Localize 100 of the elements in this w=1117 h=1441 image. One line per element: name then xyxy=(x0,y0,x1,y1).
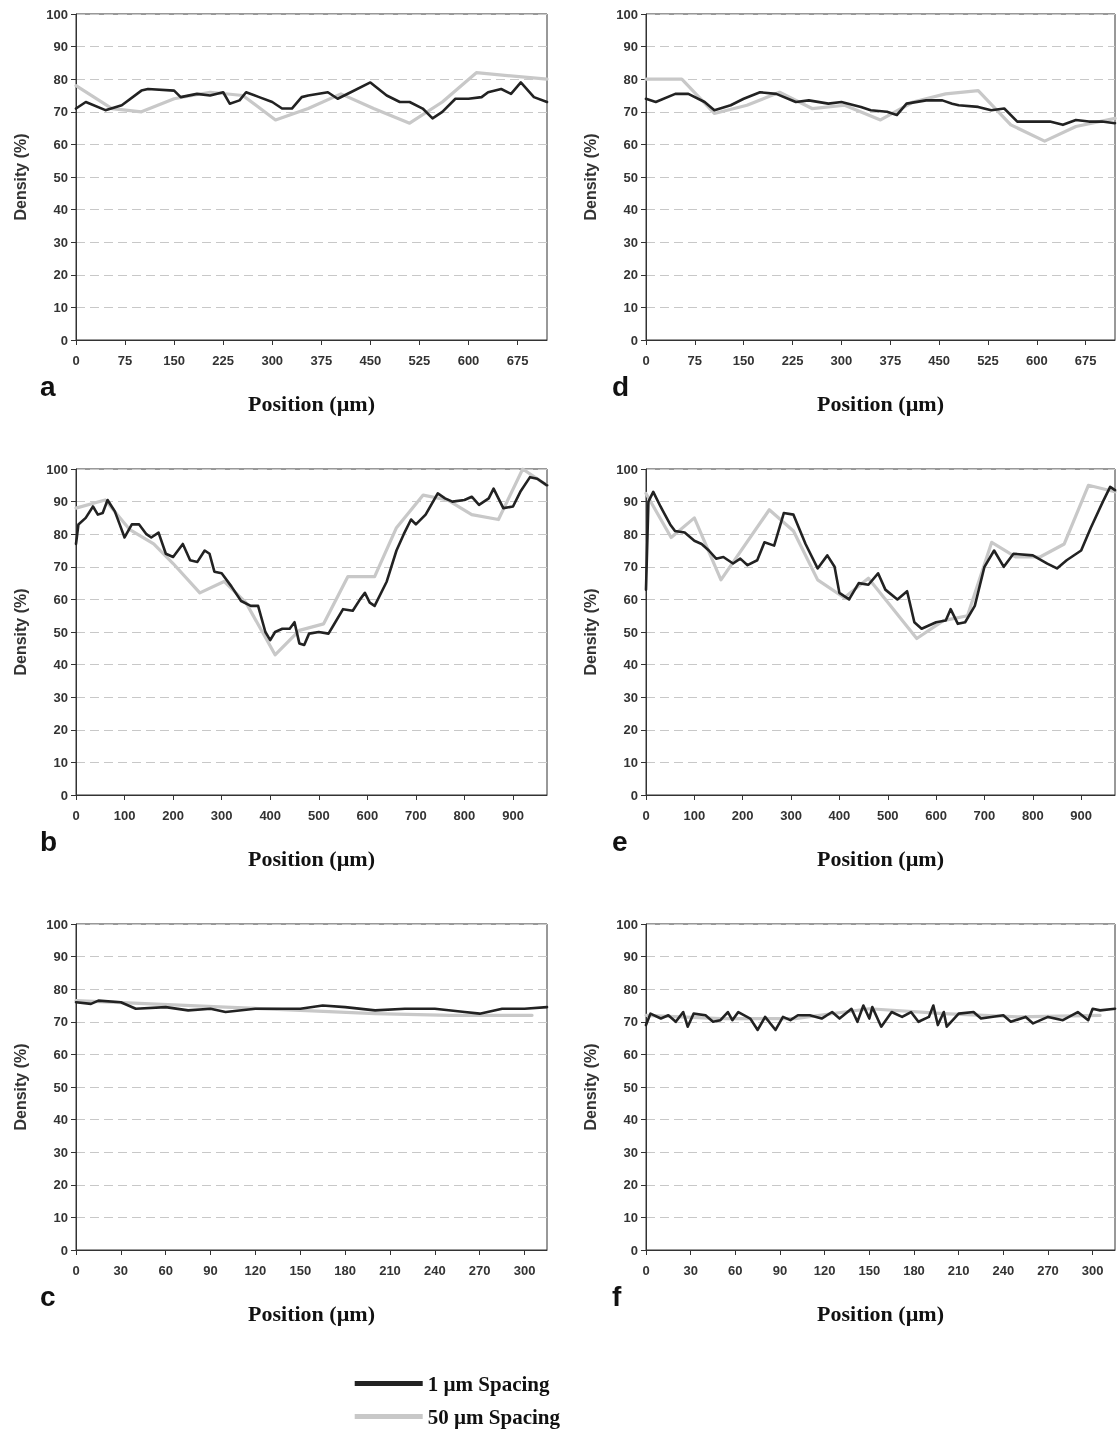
y-tick-label: 0 xyxy=(630,787,638,803)
y-tick-label: 50 xyxy=(623,169,638,185)
x-tick-label: 375 xyxy=(879,353,902,368)
y-tick-label: 60 xyxy=(53,591,68,607)
y-tick-label: 100 xyxy=(616,916,638,932)
x-tick-label: 500 xyxy=(876,808,899,823)
line-series xyxy=(74,81,549,120)
y-tick-label: 0 xyxy=(60,787,68,803)
x-tick-label: 30 xyxy=(113,1263,129,1278)
x-tick-label: 900 xyxy=(502,808,524,823)
y-axis-title: Density (%) xyxy=(11,588,29,676)
y-axis-title: Density (%) xyxy=(11,1043,29,1131)
y-tick-label: 40 xyxy=(53,1112,68,1128)
x-tick-label: 200 xyxy=(731,808,754,823)
y-tick-label: 100 xyxy=(46,461,68,477)
y-tick-label: 10 xyxy=(53,299,68,315)
y-tick-label: 80 xyxy=(53,71,68,87)
y-tick-label: 90 xyxy=(623,949,638,965)
x-tick-label: 240 xyxy=(992,1263,1015,1278)
x-tick-label: 0 xyxy=(72,353,80,368)
y-tick-label: 10 xyxy=(53,1209,68,1225)
x-tick-label: 0 xyxy=(72,808,80,823)
x-tick-label: 100 xyxy=(113,808,136,823)
x-tick-label: 500 xyxy=(307,808,330,823)
line-series xyxy=(644,1004,1117,1032)
x-tick-label: 675 xyxy=(1074,353,1097,368)
y-tick-label: 10 xyxy=(623,1209,638,1225)
y-axis-title: Density (%) xyxy=(11,133,29,221)
x-axis-title: Position (µm) xyxy=(817,1300,944,1326)
y-tick-label: 0 xyxy=(60,1242,68,1258)
y-tick-label: 70 xyxy=(623,104,638,120)
x-tick-label: 30 xyxy=(683,1263,698,1278)
y-tick-label: 80 xyxy=(623,71,638,87)
text: e xyxy=(612,825,628,857)
x-tick-label: 90 xyxy=(772,1263,788,1278)
x-tick-label: 0 xyxy=(642,353,650,368)
y-tick-label: 30 xyxy=(53,689,68,705)
x-axis-title: Position (µm) xyxy=(817,845,944,871)
x-tick-label: 400 xyxy=(259,808,282,823)
y-tick-label: 90 xyxy=(53,949,68,965)
x-tick-label: 210 xyxy=(379,1263,401,1278)
y-tick-label: 80 xyxy=(623,526,638,542)
y-tick-label: 40 xyxy=(623,657,638,673)
x-axis-title: Position (µm) xyxy=(248,1300,375,1326)
x-tick-label: 375 xyxy=(310,353,333,368)
y-tick-label: 70 xyxy=(53,559,68,575)
x-tick-label: 700 xyxy=(405,808,427,823)
y-tick-label: 60 xyxy=(623,591,638,607)
y-tick-label: 80 xyxy=(623,981,638,997)
x-tick-label: 300 xyxy=(830,353,853,368)
x-tick-label: 0 xyxy=(642,808,650,823)
y-tick-label: 30 xyxy=(623,1144,638,1160)
y-tick-label: 30 xyxy=(623,689,638,705)
y-tick-label: 90 xyxy=(53,494,68,510)
y-tick-label: 100 xyxy=(46,916,68,932)
x-tick-label: 450 xyxy=(928,353,950,368)
x-tick-label: 270 xyxy=(468,1263,491,1278)
y-axis-title: Density (%) xyxy=(581,588,599,676)
x-tick-label: 300 xyxy=(780,808,802,823)
x-axis-title: Position (µm) xyxy=(248,845,375,871)
y-tick-label: 20 xyxy=(53,722,68,738)
x-axis-title: Position (µm) xyxy=(817,390,944,416)
text: f xyxy=(612,1280,622,1312)
x-tick-label: 300 xyxy=(513,1263,536,1278)
x-tick-label: 60 xyxy=(158,1263,173,1278)
x-tick-label: 150 xyxy=(163,353,185,368)
y-tick-label: 30 xyxy=(53,1144,68,1160)
x-tick-label: 75 xyxy=(687,353,703,368)
y-tick-label: 0 xyxy=(630,332,638,348)
x-tick-label: 0 xyxy=(642,1263,650,1278)
x-tick-label: 800 xyxy=(453,808,476,823)
y-tick-label: 40 xyxy=(53,202,68,218)
x-tick-label: 150 xyxy=(732,353,755,368)
x-tick-label: 120 xyxy=(813,1263,836,1278)
x-tick-label: 675 xyxy=(506,353,529,368)
text: d xyxy=(612,370,630,402)
y-tick-label: 10 xyxy=(623,754,638,770)
x-tick-label: 200 xyxy=(162,808,184,823)
y-tick-label: 80 xyxy=(53,526,68,542)
y-tick-label: 30 xyxy=(623,234,638,250)
x-tick-label: 600 xyxy=(1025,353,1048,368)
x-tick-label: 800 xyxy=(1021,808,1044,823)
y-tick-label: 20 xyxy=(53,267,68,283)
x-tick-label: 300 xyxy=(261,353,284,368)
y-tick-label: 50 xyxy=(623,1079,638,1095)
x-tick-label: 300 xyxy=(210,808,233,823)
y-axis-title: Density (%) xyxy=(581,1043,599,1131)
x-tick-label: 450 xyxy=(359,353,382,368)
y-tick-label: 40 xyxy=(623,202,638,218)
y-tick-label: 70 xyxy=(53,1014,68,1030)
y-tick-label: 50 xyxy=(623,624,638,640)
x-tick-label: 100 xyxy=(683,808,706,823)
y-tick-label: 10 xyxy=(623,299,638,315)
x-tick-label: 700 xyxy=(973,808,996,823)
x-tick-label: 270 xyxy=(1037,1263,1059,1278)
text: b xyxy=(40,825,58,857)
y-tick-label: 40 xyxy=(53,657,68,673)
x-tick-label: 600 xyxy=(356,808,379,823)
x-tick-label: 900 xyxy=(1070,808,1093,823)
x-tick-label: 225 xyxy=(781,353,804,368)
